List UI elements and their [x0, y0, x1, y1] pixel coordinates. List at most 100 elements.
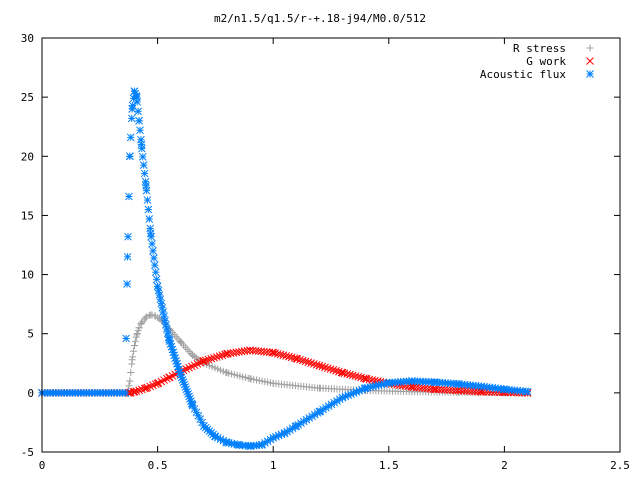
data-point — [126, 133, 135, 142]
data-point — [150, 254, 158, 262]
data-point — [125, 192, 133, 201]
series-layer — [38, 87, 532, 450]
data-point — [332, 366, 340, 375]
data-point — [204, 355, 213, 364]
data-point — [304, 358, 313, 367]
data-point — [129, 353, 137, 361]
data-point — [147, 232, 155, 241]
y-tick-label: 30 — [21, 32, 34, 45]
data-point — [133, 98, 142, 106]
data-point — [126, 152, 134, 161]
y-tick-label: 10 — [21, 269, 34, 282]
x-tick-label: 1 — [270, 459, 277, 472]
data-point — [323, 364, 332, 373]
data-point — [326, 365, 335, 373]
x-tick-label: 2.5 — [610, 459, 630, 472]
data-point — [330, 398, 339, 407]
plot-frame — [41, 37, 621, 453]
data-point — [285, 426, 294, 434]
data-point — [131, 337, 139, 345]
legend-label: Acoustic flux — [480, 68, 566, 81]
data-point — [135, 386, 143, 395]
data-point — [138, 144, 146, 153]
legend-marker — [586, 44, 594, 52]
chart-title: m2/n1.5/q1.5/r-+.18-j94/M0.0/512 — [214, 12, 426, 25]
data-point — [293, 354, 302, 363]
data-point — [290, 354, 299, 362]
data-point — [128, 360, 136, 368]
x-tick-label: 0.5 — [148, 459, 168, 472]
x-tick-label: 2 — [501, 459, 508, 472]
data-point — [143, 383, 152, 392]
data-point — [132, 92, 141, 100]
series-2-dense-points — [38, 87, 530, 450]
data-point — [149, 381, 157, 390]
data-point — [130, 342, 138, 350]
data-point — [142, 384, 150, 392]
data-point — [134, 107, 143, 116]
legend-marker — [586, 57, 594, 65]
data-point — [287, 353, 296, 362]
data-point — [154, 286, 163, 295]
x-tick-label: 1.5 — [379, 459, 399, 472]
data-point — [212, 353, 221, 361]
data-point — [315, 361, 324, 370]
data-point — [123, 280, 131, 288]
y-tick-label: 25 — [21, 91, 34, 104]
y-tick-label: 0 — [27, 387, 34, 400]
data-point — [124, 232, 132, 241]
data-point — [136, 126, 144, 135]
data-point — [296, 355, 304, 364]
data-point — [207, 354, 216, 363]
data-point — [156, 295, 165, 304]
data-point — [144, 205, 153, 214]
data-point — [141, 177, 150, 186]
data-point — [329, 366, 338, 374]
data-point — [127, 369, 135, 377]
series-1-dense-points — [38, 346, 532, 397]
data-point — [146, 382, 155, 391]
data-point — [125, 382, 133, 390]
data-point — [215, 352, 224, 360]
data-point — [138, 153, 147, 161]
data-point — [140, 384, 149, 393]
data-point — [132, 333, 140, 341]
data-point — [138, 385, 146, 394]
data-point — [521, 387, 530, 396]
data-point — [301, 357, 310, 366]
data-point — [335, 367, 343, 376]
data-point — [140, 169, 149, 178]
data-point — [133, 329, 141, 337]
data-point — [132, 387, 141, 395]
data-point — [142, 186, 151, 195]
series-2 — [38, 87, 532, 450]
data-point — [122, 334, 131, 343]
data-point — [123, 252, 132, 261]
legend-label: R stress — [513, 42, 566, 55]
data-point — [321, 363, 329, 372]
data-point — [307, 359, 315, 367]
data-point — [201, 356, 210, 365]
x-tick-label: 0 — [39, 459, 46, 472]
data-point — [129, 388, 138, 396]
data-point — [243, 346, 252, 355]
data-point — [150, 261, 159, 269]
data-point — [310, 360, 318, 368]
data-point — [146, 224, 155, 233]
y-tick-label: -5 — [21, 446, 34, 459]
y-tick-label: 5 — [27, 328, 34, 341]
data-point — [337, 368, 346, 377]
data-point — [210, 353, 218, 362]
data-point — [121, 389, 130, 397]
legend-label: G work — [526, 55, 566, 68]
data-point — [149, 247, 157, 255]
data-point — [312, 360, 321, 369]
legend-marker — [586, 70, 594, 78]
data-point — [148, 239, 156, 248]
data-point — [134, 327, 142, 335]
data-point — [151, 268, 160, 277]
series-1 — [38, 346, 532, 397]
data-point — [152, 275, 161, 284]
